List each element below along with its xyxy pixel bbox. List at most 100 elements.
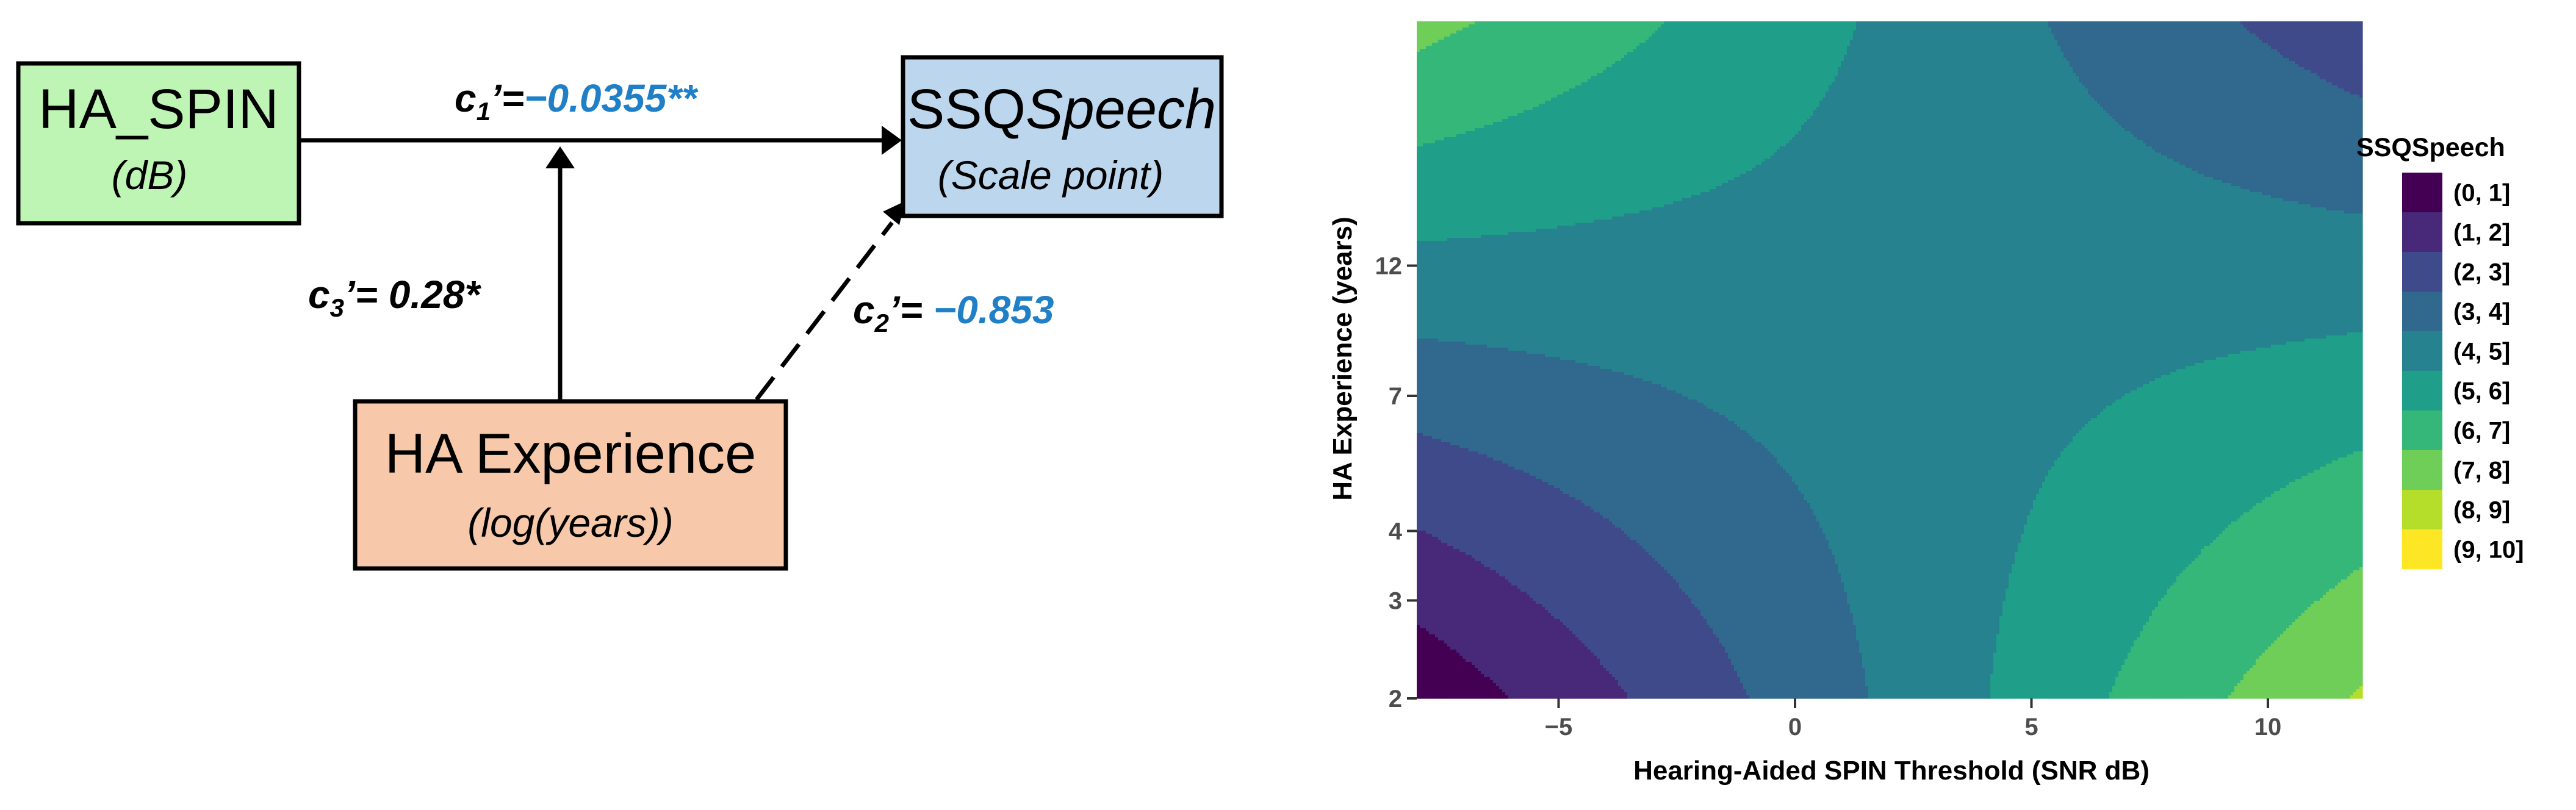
contour-cell xyxy=(1432,37,1436,40)
contour-cell xyxy=(1438,27,1442,31)
contour-cell xyxy=(1536,37,1539,40)
contour-cell xyxy=(2216,21,2220,25)
contour-cell xyxy=(1902,24,1905,28)
contour-cell xyxy=(1609,24,1613,28)
contour-cell xyxy=(1597,37,1600,40)
contour-cell xyxy=(2262,27,2265,31)
contour-cell xyxy=(2332,21,2336,25)
contour-cell xyxy=(2298,27,2302,31)
contour-cell xyxy=(1505,37,1509,40)
contour-cell xyxy=(2091,21,2095,25)
contour-cell xyxy=(1917,21,1921,25)
contour-cell xyxy=(2231,21,2235,25)
contour-cell xyxy=(2048,24,2052,28)
contour-cell xyxy=(2115,34,2119,37)
contour-cell xyxy=(1780,27,1783,31)
contour-cell xyxy=(1618,27,1622,31)
contour-cell xyxy=(2247,24,2250,28)
contour-cell xyxy=(2198,21,2201,25)
contour-cell xyxy=(2009,30,2012,34)
contour-cell xyxy=(2054,21,2058,25)
contour-cell xyxy=(2109,30,2113,34)
contour-cell xyxy=(2012,27,2015,31)
contour-cell xyxy=(2265,30,2268,34)
contour-cell xyxy=(2292,30,2296,34)
contour-cell xyxy=(1844,34,1847,37)
contour-cell xyxy=(1966,34,1970,37)
contour-cell xyxy=(2173,34,2177,37)
contour-cell xyxy=(2335,30,2339,34)
contour-cell xyxy=(1639,27,1643,31)
contour-cell xyxy=(1511,27,1515,31)
contour-cell xyxy=(1499,34,1503,37)
contour-cell xyxy=(2158,34,2162,37)
contour-cell xyxy=(1743,21,1747,25)
contour-cell xyxy=(1951,27,1954,31)
contour-cell xyxy=(1819,21,1823,25)
contour-cell xyxy=(1829,24,1832,28)
contour-cell xyxy=(1911,24,1915,28)
contour-cell xyxy=(1493,34,1497,37)
contour-cell xyxy=(1761,37,1765,40)
contour-cell xyxy=(1652,37,1655,40)
contour-cell xyxy=(1664,21,1668,25)
contour-cell xyxy=(1914,21,1918,25)
contour-cell xyxy=(1740,34,1744,37)
contour-cell xyxy=(1612,30,1616,34)
contour-cell xyxy=(1682,24,1686,28)
contour-cell xyxy=(1487,34,1491,37)
contour-cell xyxy=(2063,24,2067,28)
contour-cell xyxy=(2240,27,2244,31)
contour-cell xyxy=(1517,37,1521,40)
contour-cell xyxy=(2009,24,2012,28)
contour-cell xyxy=(1731,34,1735,37)
contour-cell xyxy=(2186,30,2189,34)
contour-cell xyxy=(2347,34,2351,37)
contour-cell xyxy=(2033,27,2037,31)
contour-cell xyxy=(1554,27,1558,31)
contour-cell xyxy=(1826,30,1829,34)
contour-cell xyxy=(1621,37,1625,40)
contour-cell xyxy=(2350,30,2354,34)
box-ssq-title: SSQSpeech xyxy=(907,78,1216,140)
contour-cell xyxy=(2131,21,2134,25)
contour-cell xyxy=(1822,30,1826,34)
contour-cell xyxy=(2350,27,2354,31)
contour-cell xyxy=(1502,30,1506,34)
contour-cell xyxy=(1847,30,1851,34)
contour-cell xyxy=(2304,21,2308,25)
contour-cell xyxy=(2326,21,2330,25)
contour-cell xyxy=(1649,24,1652,28)
contour-cell xyxy=(1887,24,1890,28)
contour-cell xyxy=(1545,24,1549,28)
contour-cell xyxy=(1606,24,1610,28)
contour-cell xyxy=(2225,37,2229,40)
contour-cell xyxy=(2253,24,2256,28)
contour-cell xyxy=(2271,24,2275,28)
contour-cell xyxy=(2317,30,2320,34)
contour-cell xyxy=(2149,37,2153,40)
contour-cell xyxy=(1801,27,1805,31)
arrowhead-moderation xyxy=(545,146,575,168)
contour-cell xyxy=(1704,37,1707,40)
contour-cell xyxy=(1575,30,1579,34)
label-c1-name: c xyxy=(455,76,477,120)
contour-cell xyxy=(2112,27,2116,31)
contour-cell xyxy=(2030,34,2034,37)
contour-cell xyxy=(1993,34,1997,37)
contour-cell xyxy=(1533,30,1536,34)
contour-cell xyxy=(2256,24,2259,28)
contour-cell xyxy=(1774,37,1777,40)
contour-cell xyxy=(2317,24,2320,28)
contour-cell xyxy=(2280,24,2284,28)
contour-cell xyxy=(2036,34,2040,37)
contour-cell xyxy=(2265,24,2268,28)
contour-cell xyxy=(2143,34,2146,37)
contour-cell xyxy=(2213,21,2217,25)
contour-cell xyxy=(2268,21,2272,25)
contour-cell xyxy=(1533,24,1536,28)
contour-cell xyxy=(1615,37,1619,40)
contour-cell xyxy=(2292,34,2296,37)
contour-cell xyxy=(1932,21,1936,25)
contour-cell xyxy=(1755,30,1759,34)
